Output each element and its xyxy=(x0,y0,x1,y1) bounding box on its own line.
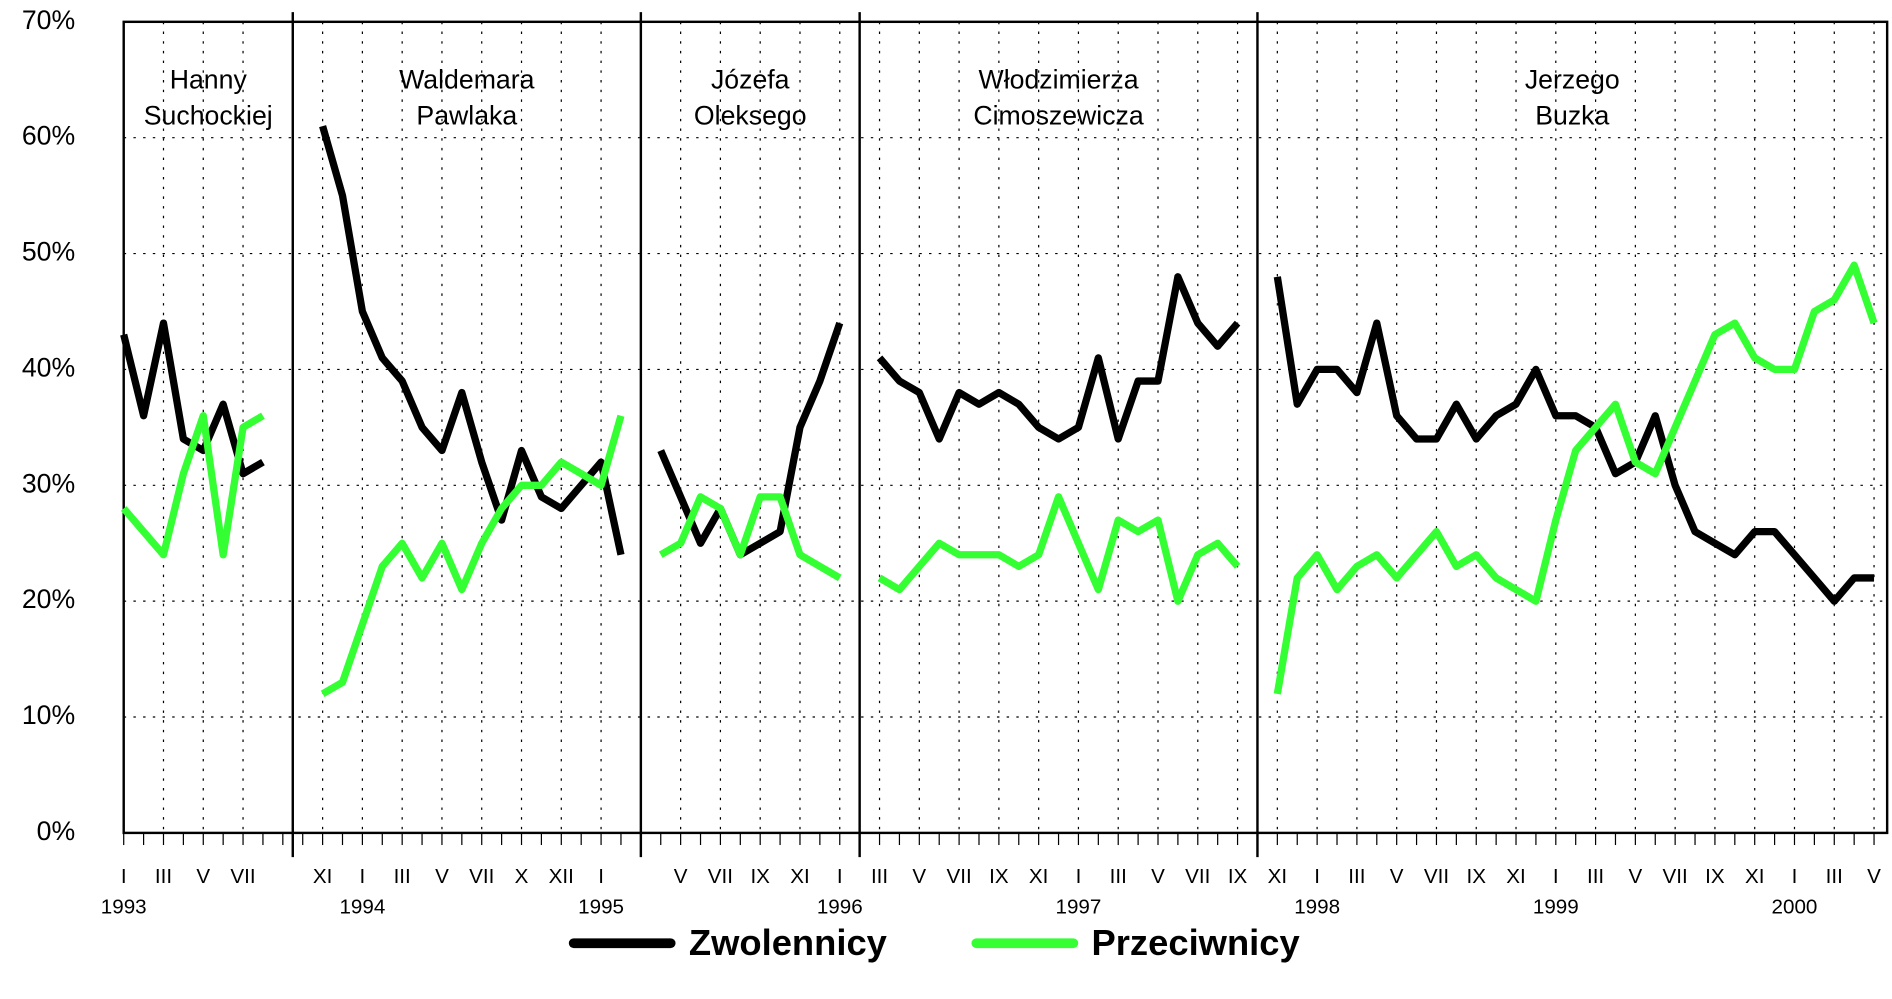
x-tick-label: III xyxy=(394,865,411,888)
x-tick-label: XI xyxy=(1745,865,1764,888)
government-label: Hanny xyxy=(170,64,248,94)
year-label: 1996 xyxy=(817,896,863,919)
year-label: 1994 xyxy=(339,896,385,919)
x-tick-label: III xyxy=(871,865,888,888)
x-tick-label: XI xyxy=(1506,865,1525,888)
x-tick-label: III xyxy=(1587,865,1604,888)
y-tick-label: 0% xyxy=(37,816,76,846)
x-tick-label: V xyxy=(1628,865,1642,888)
x-tick-label: I xyxy=(598,865,604,888)
y-tick-label: 20% xyxy=(22,584,75,614)
x-tick-label: VII xyxy=(1663,865,1688,888)
x-tick-label: I xyxy=(1553,865,1559,888)
x-tick-label: XI xyxy=(790,865,809,888)
x-tick-label: III xyxy=(1348,865,1365,888)
x-tick-label: VII xyxy=(708,865,733,888)
x-tick-label: VII xyxy=(230,865,255,888)
x-tick-label: I xyxy=(1076,865,1082,888)
x-tick-label: VII xyxy=(1185,865,1210,888)
government-label: Suchockiej xyxy=(144,101,273,131)
government-label: Józefa xyxy=(711,64,790,94)
year-label: 1993 xyxy=(101,896,147,919)
x-tick-label: XI xyxy=(1029,865,1048,888)
x-tick-label: V xyxy=(435,865,449,888)
x-tick-label: XII xyxy=(549,865,574,888)
year-label: 1998 xyxy=(1294,896,1340,919)
x-tick-label: V xyxy=(674,865,688,888)
y-tick-label: 40% xyxy=(22,352,75,382)
year-label: 1999 xyxy=(1533,896,1579,919)
year-label: 1997 xyxy=(1056,896,1102,919)
year-label: 1995 xyxy=(578,896,624,919)
y-tick-label: 50% xyxy=(22,237,75,267)
x-tick-label: III xyxy=(1110,865,1127,888)
government-label: Waldemara xyxy=(399,64,534,94)
x-tick-label: III xyxy=(1826,865,1843,888)
x-tick-label: IX xyxy=(989,865,1009,888)
government-label: Jerzego xyxy=(1525,64,1620,94)
x-tick-label: VII xyxy=(1424,865,1449,888)
x-tick-label: I xyxy=(360,865,366,888)
x-tick-label: V xyxy=(196,865,210,888)
legend-label: Zwolennicy xyxy=(689,922,888,963)
x-tick-label: VII xyxy=(469,865,494,888)
y-tick-label: 30% xyxy=(22,468,75,498)
x-tick-label: X xyxy=(515,865,529,888)
x-tick-label: V xyxy=(912,865,926,888)
government-label: Włodzimierza xyxy=(979,64,1139,94)
x-tick-label: IX xyxy=(1228,865,1248,888)
y-tick-label: 70% xyxy=(22,5,75,35)
series-line xyxy=(120,261,1878,697)
x-tick-label: XI xyxy=(313,865,332,888)
x-tick-label: V xyxy=(1151,865,1165,888)
government-label: Oleksego xyxy=(694,101,807,131)
x-tick-label: I xyxy=(1314,865,1320,888)
x-tick-label: V xyxy=(1867,865,1881,888)
y-tick-label: 60% xyxy=(22,121,75,151)
x-tick-label: III xyxy=(155,865,172,888)
government-label: Cimoszewicza xyxy=(973,101,1144,131)
x-tick-label: IX xyxy=(1467,865,1487,888)
y-tick-label: 10% xyxy=(22,700,75,730)
x-tick-label: I xyxy=(1792,865,1798,888)
x-tick-label: XI xyxy=(1268,865,1287,888)
x-tick-label: V xyxy=(1390,865,1404,888)
x-tick-label: VII xyxy=(946,865,971,888)
x-tick-label: I xyxy=(837,865,843,888)
government-label: Pawlaka xyxy=(416,101,517,131)
year-label: 2000 xyxy=(1772,896,1818,919)
plot-frame xyxy=(122,20,1889,835)
legend-label: Przeciwnicy xyxy=(1092,922,1301,963)
government-label: Buzka xyxy=(1535,101,1609,131)
x-tick-label: IX xyxy=(750,865,770,888)
x-tick-label: I xyxy=(121,865,127,888)
x-tick-label: IX xyxy=(1705,865,1725,888)
